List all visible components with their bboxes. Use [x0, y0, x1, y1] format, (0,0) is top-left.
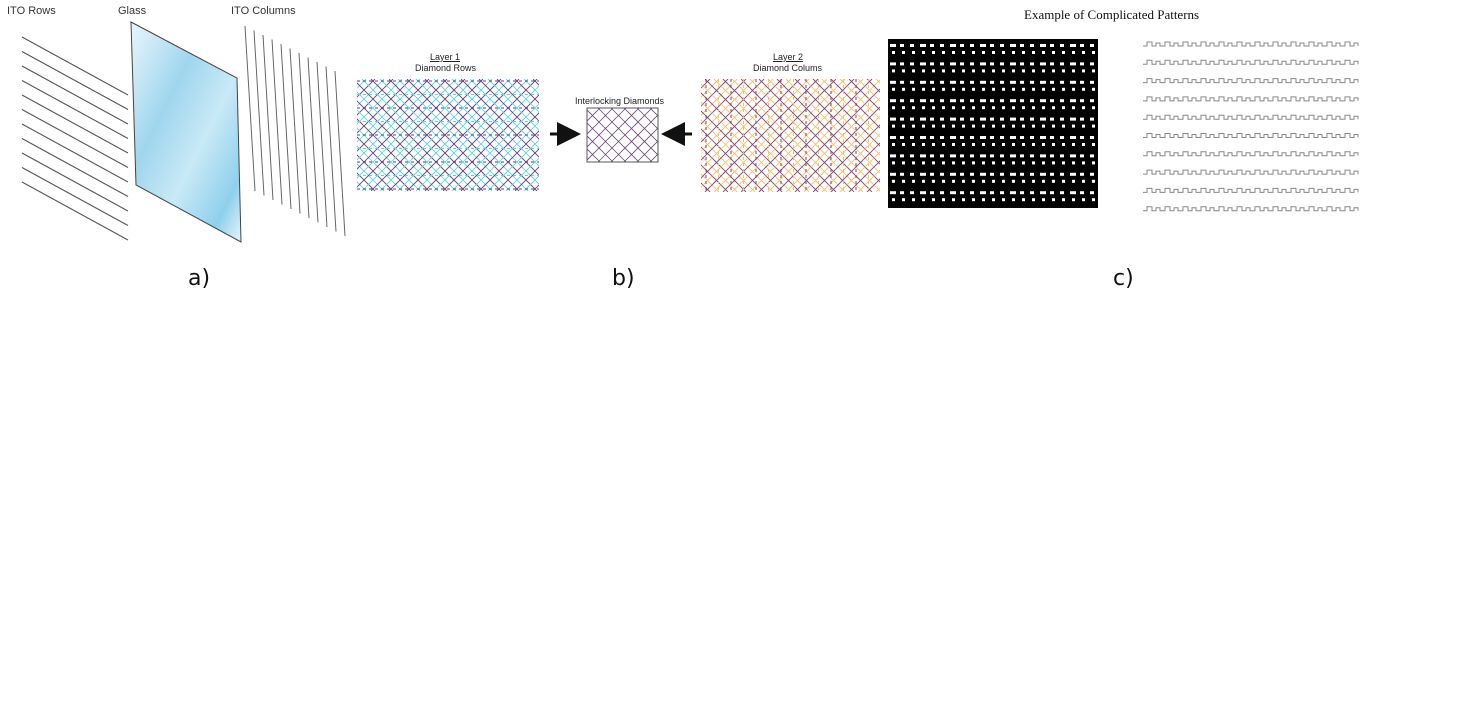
complicated-pattern-outline [1143, 41, 1359, 212]
panel-c-label: c) [1113, 266, 1134, 291]
glass-panel [130, 21, 242, 243]
layer1-title: Layer 1 [430, 52, 461, 62]
layer1-subtitle: Diamond Rows [415, 63, 477, 73]
ito-rows-lines [21, 36, 129, 241]
interlocking-title: Interlocking Diamonds [575, 96, 665, 106]
panel-a-label: a) [188, 266, 211, 291]
layer2-diamond-grid [701, 79, 880, 192]
complicated-pattern-black [888, 39, 1098, 208]
layer2-title: Layer 2 [773, 52, 804, 62]
glass-label: Glass [118, 5, 147, 17]
interlocking-diamond-grid [586, 107, 659, 163]
ito-columns-lines [244, 25, 346, 237]
ito-rows-label: ITO Rows [7, 5, 56, 17]
panel-c-title: Example of Complicated Patterns [1024, 7, 1200, 22]
layer2-subtitle: Diamond Colums [753, 63, 823, 73]
panel-b-label: b) [612, 266, 635, 291]
layer1-diamond-grid [357, 79, 539, 191]
ito-columns-label: ITO Columns [231, 5, 296, 17]
